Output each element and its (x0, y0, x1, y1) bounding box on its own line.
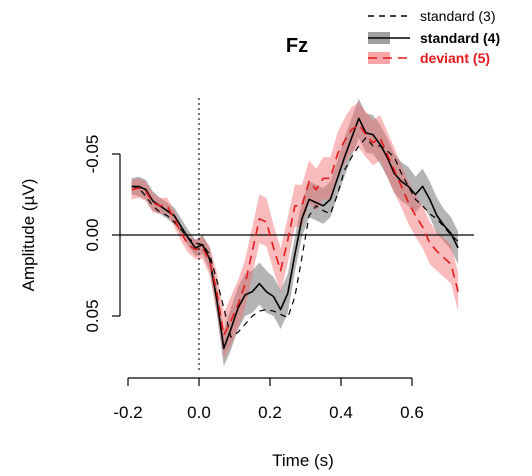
x-axis-label: Time (s) (272, 451, 334, 470)
series-line-1 (131, 117, 459, 350)
y-tick-label-2: 0.05 (83, 299, 102, 332)
chart-title: Fz (286, 35, 308, 57)
y-axis-label: Amplitude (µV) (19, 179, 38, 292)
x-tick-label-3: 0.4 (329, 403, 353, 422)
ci-bands (131, 98, 459, 367)
series-line-2 (131, 124, 459, 337)
y-tick-label-1: 0.00 (83, 218, 102, 251)
legend-label-0: standard (3) (420, 8, 495, 24)
series-lines (131, 117, 459, 350)
plot-area (120, 98, 474, 370)
legend-label-1: standard (4) (420, 30, 500, 46)
x-tick-label-4: 0.6 (400, 403, 424, 422)
x-axis: -0.2 0.0 0.2 0.4 0.6 (113, 377, 424, 422)
x-tick-label-2: 0.2 (258, 403, 282, 422)
legend: standard (3) standard (4) deviant (5) (368, 8, 500, 66)
reference-lines (120, 98, 474, 370)
legend-label-2: deviant (5) (420, 50, 490, 66)
legend-swatch-2 (368, 52, 390, 64)
y-axis: -0.05 0.00 0.05 (83, 135, 121, 333)
x-tick-label-1: 0.0 (187, 403, 211, 422)
x-tick-label-0: -0.2 (113, 403, 142, 422)
y-tick-label-0: -0.05 (83, 135, 102, 174)
